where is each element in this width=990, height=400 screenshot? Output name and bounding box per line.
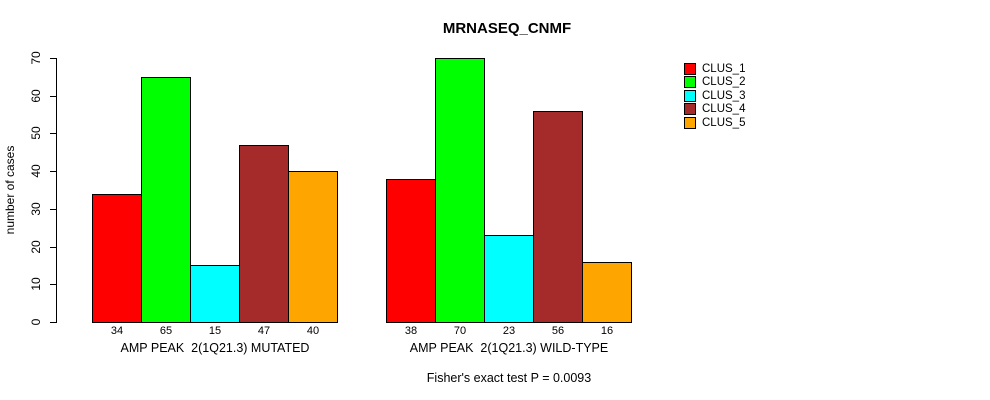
bar-clus_2-group1 (141, 76, 191, 323)
legend-item-clus_4: CLUS_4 (684, 103, 745, 117)
bar-clus_2-group2 (435, 58, 485, 323)
bar-value-clus_3-group1: 15 (208, 325, 222, 337)
y-axis-line (56, 58, 57, 323)
bar-clus_4-group1 (239, 144, 289, 323)
legend-swatch-clus_3 (684, 89, 696, 102)
chart-title: MRNASEQ_CNMF (442, 20, 572, 37)
legend-swatch-clus_2 (684, 76, 696, 89)
y-tick-label-60: 60 (29, 89, 43, 103)
y-tick-label-70: 70 (29, 51, 43, 65)
bar-value-clus_5-group1: 40 (306, 325, 320, 337)
bar-value-clus_5-group2: 16 (600, 325, 614, 337)
bar-clus_1-group1 (92, 193, 142, 323)
group-label-2: AMP PEAK 2(1Q21.3) WILD-TYPE (409, 341, 609, 355)
bar-clus_5-group2 (582, 261, 632, 323)
legend-label-clus_2: CLUS_2 (702, 76, 746, 89)
y-tick-10 (50, 284, 56, 286)
legend-item-clus_5: CLUS_5 (684, 116, 745, 130)
bar-clus_1-group2 (386, 178, 436, 323)
legend-label-clus_4: CLUS_4 (702, 103, 746, 116)
y-axis-title: number of cases (3, 145, 17, 235)
bar-value-clus_4-group2: 56 (551, 325, 565, 337)
bar-value-clus_1-group1: 34 (110, 325, 124, 337)
bar-clus_5-group1 (288, 171, 338, 323)
y-tick-60 (50, 95, 56, 97)
legend-swatch-clus_4 (684, 103, 696, 116)
y-tick-50 (50, 133, 56, 135)
y-tick-label-20: 20 (29, 239, 43, 254)
y-tick-label-10: 10 (29, 277, 43, 291)
y-tick-label-40: 40 (29, 164, 43, 178)
legend-item-clus_2: CLUS_2 (684, 76, 745, 90)
bar-value-clus_2-group2: 70 (453, 325, 467, 337)
y-tick-70 (50, 58, 56, 59)
legend-label-clus_3: CLUS_3 (702, 89, 746, 102)
y-tick-label-30: 30 (29, 202, 43, 216)
legend-label-clus_1: CLUS_1 (702, 62, 746, 75)
legend-item-clus_3: CLUS_3 (684, 89, 745, 103)
y-tick-30 (50, 208, 56, 210)
group-label-1: AMP PEAK 2(1Q21.3) MUTATED (120, 341, 310, 355)
y-tick-label-0: 0 (29, 318, 43, 326)
legend-item-clus_1: CLUS_1 (684, 62, 745, 76)
bar-value-clus_1-group2: 38 (404, 325, 418, 337)
legend-swatch-clus_1 (684, 62, 696, 75)
bar-value-clus_4-group1: 47 (257, 325, 271, 337)
legend-swatch-clus_5 (684, 116, 696, 129)
legend: CLUS_1 CLUS_2 CLUS_3 CLUS_4 CLUS_5 (684, 62, 745, 130)
y-tick-20 (50, 246, 56, 248)
bar-clus_3-group2 (484, 235, 534, 323)
bar-clus_4-group2 (533, 110, 583, 323)
bar-value-clus_3-group2: 23 (502, 325, 516, 337)
bar-clus_3-group1 (190, 265, 240, 323)
y-tick-0 (50, 322, 56, 323)
fisher-test-annotation: Fisher's exact test P = 0.0093 (426, 371, 592, 385)
y-tick-label-50: 50 (29, 126, 43, 141)
legend-label-clus_5: CLUS_5 (702, 116, 746, 129)
bar-value-clus_2-group1: 65 (159, 325, 173, 337)
y-tick-40 (50, 171, 56, 173)
